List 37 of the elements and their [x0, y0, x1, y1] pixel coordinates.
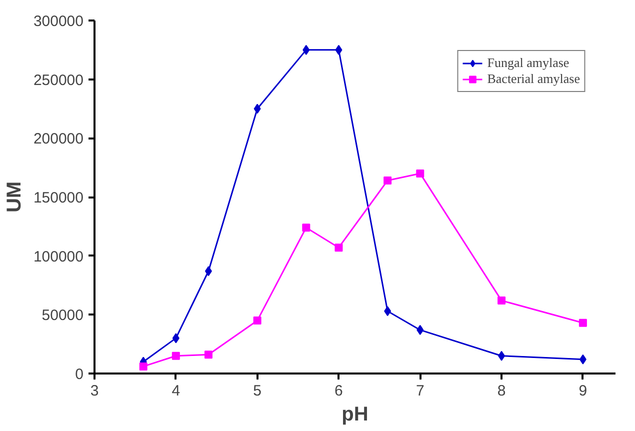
point	[416, 169, 424, 178]
point	[139, 362, 148, 370]
x-tick-label: 5	[253, 382, 262, 400]
y-tick-label: 150000	[33, 190, 84, 206]
point	[204, 350, 212, 359]
point	[498, 350, 506, 361]
x-tick-label: 6	[334, 382, 343, 400]
x-tick-label: 9	[578, 382, 588, 400]
y-tick-label: 0	[75, 366, 84, 383]
point	[416, 324, 424, 335]
point	[204, 266, 212, 276]
point	[498, 296, 506, 305]
point	[384, 176, 392, 185]
x-tick-label: 7	[416, 382, 424, 400]
y-axis-title: UM	[3, 181, 26, 213]
point	[335, 44, 342, 55]
x-axis-title: pH	[342, 404, 368, 426]
y-tick-label: 200000	[33, 130, 84, 148]
legend-label: Fungal amylase	[487, 55, 570, 71]
y-tick-label: 300000	[33, 13, 84, 30]
y-tick-label: 100000	[33, 248, 84, 266]
point	[302, 224, 310, 232]
point	[302, 44, 310, 55]
point	[172, 352, 180, 360]
point	[172, 333, 180, 344]
point	[334, 244, 343, 252]
y-tick-label: 250000	[33, 72, 84, 89]
x-tick-label: 8	[497, 382, 506, 400]
point	[384, 306, 392, 316]
point	[579, 354, 586, 364]
point	[253, 316, 262, 325]
legend-label: Bacterial amylase	[487, 71, 580, 87]
point	[578, 318, 587, 327]
point	[254, 104, 261, 114]
y-tick-label: 50000	[42, 307, 84, 324]
x-tick-label: 3	[90, 382, 99, 400]
x-tick-label: 4	[172, 382, 180, 400]
